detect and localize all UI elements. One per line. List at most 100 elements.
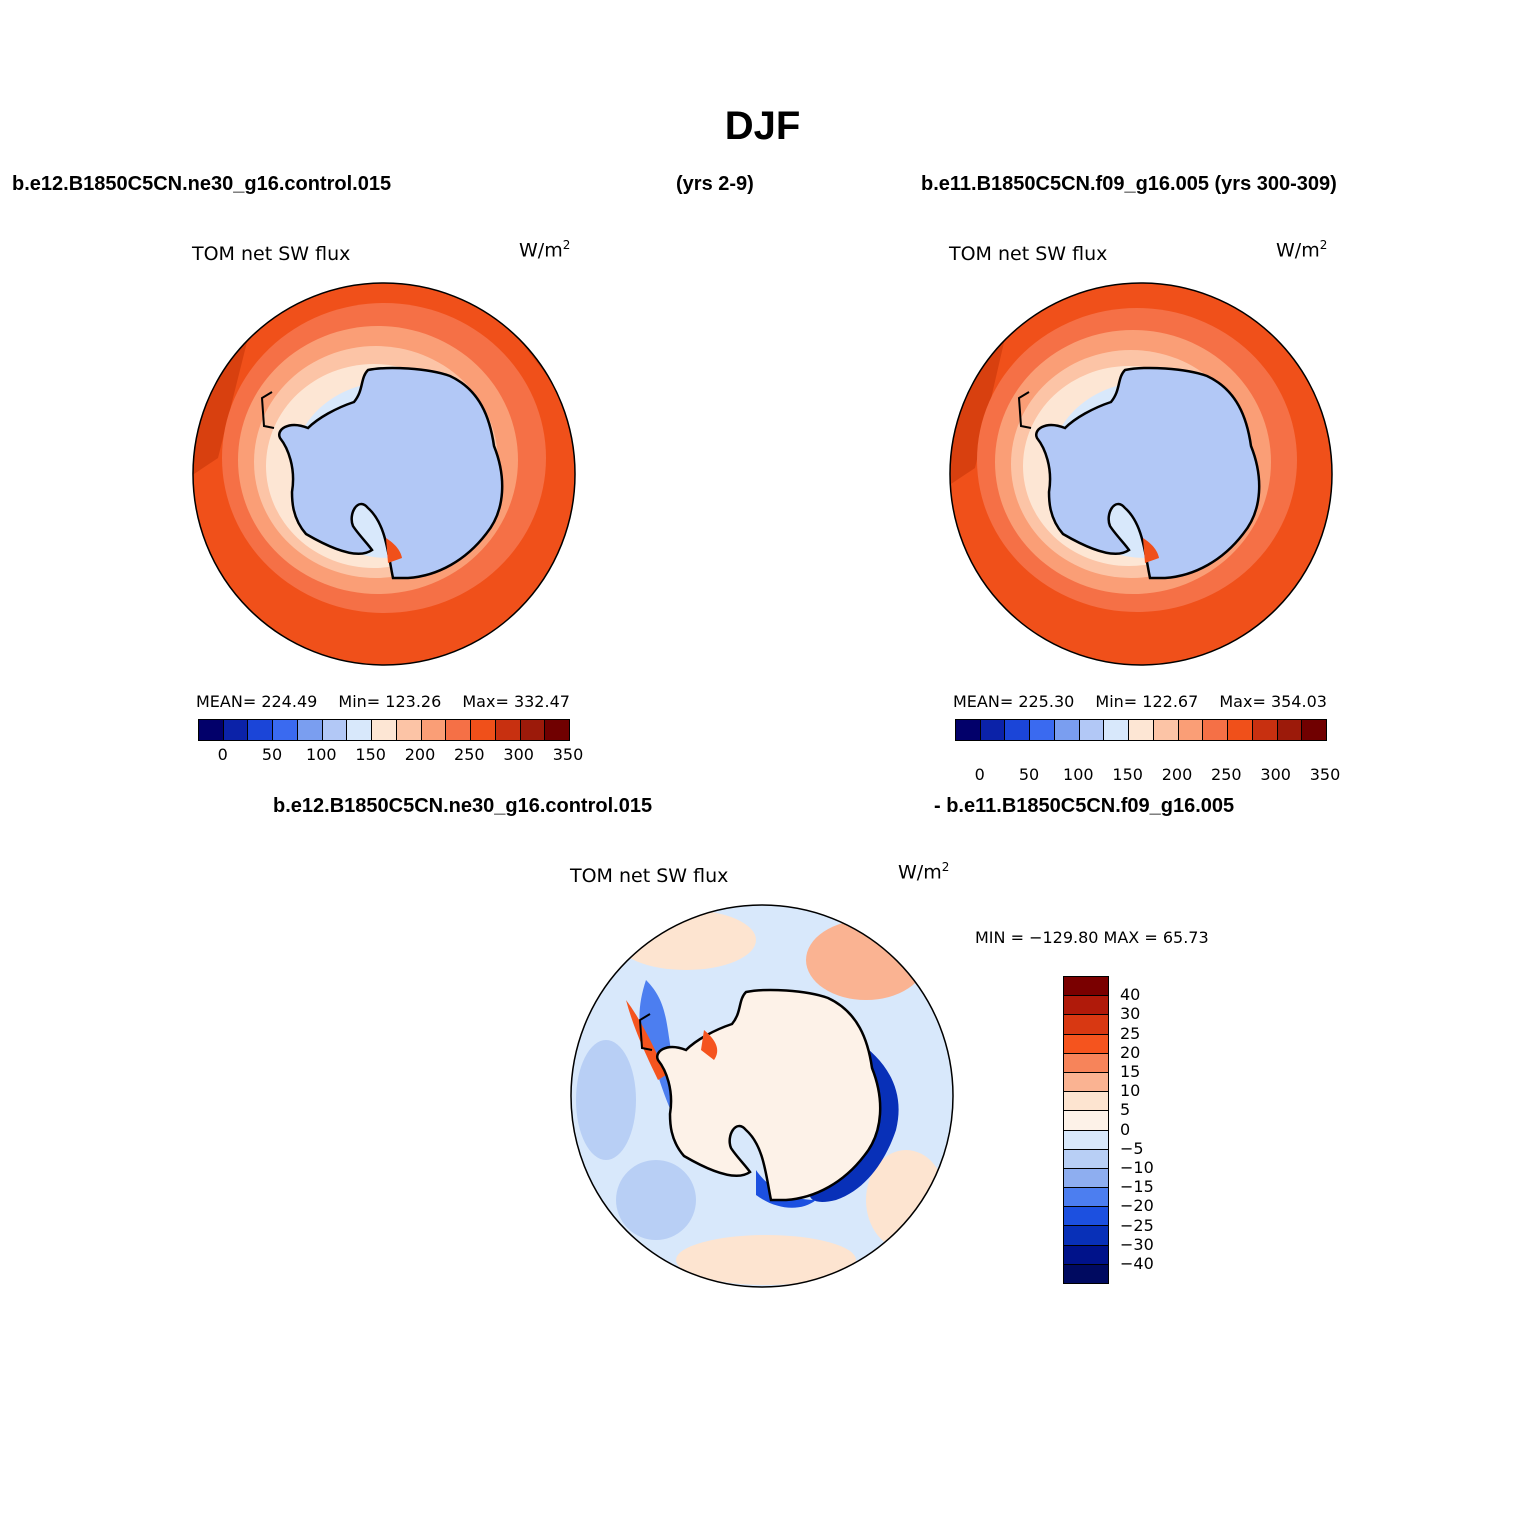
colorbar-tick-label: 30 <box>1120 1004 1141 1024</box>
panel2-mean: MEAN= 225.30 <box>953 692 1075 711</box>
colorbar-box-5 <box>1079 720 1105 740</box>
colorbar-tick-label: 5 <box>1120 1100 1131 1120</box>
colorbar-tick-label: 100 <box>306 745 337 764</box>
diff-field-title: TOM net SW flux <box>570 865 729 887</box>
panel1-max: Max= 332.47 <box>462 692 570 711</box>
colorbar-box-5 <box>322 720 348 740</box>
panel2-field-title: TOM net SW flux <box>949 243 1108 265</box>
colorbar-box-1 <box>980 720 1006 740</box>
left-years-label: (yrs 2-9) <box>676 173 754 195</box>
panel2-min: Min= 122.67 <box>1095 692 1199 711</box>
colorbar-box-5 <box>1064 1072 1108 1093</box>
colorbar-box-2 <box>1005 720 1031 740</box>
colorbar-box-12 <box>1064 1207 1108 1227</box>
colorbar-box-0 <box>199 720 224 740</box>
panel1-units: W/m2 <box>519 238 571 262</box>
colorbar-box-2 <box>248 720 274 740</box>
colorbar-tick-label: −10 <box>1120 1158 1154 1177</box>
colorbar-box-7 <box>1129 720 1154 740</box>
map-border <box>192 282 576 666</box>
colorbar-tick-label: 250 <box>454 745 485 764</box>
diff-left-label: b.e12.B1850C5CN.ne30_g16.control.015 <box>273 795 653 817</box>
antarctica-landmass <box>278 366 504 580</box>
colorbar-tick-label: −5 <box>1120 1138 1144 1158</box>
panel1-mean: MEAN= 224.49 <box>196 692 318 711</box>
colorbar-box-0 <box>1064 977 1108 997</box>
diff-units: W/m2 <box>898 860 950 884</box>
panel1-min: Min= 123.26 <box>338 692 442 711</box>
colorbar-tick-label: 150 <box>1112 765 1143 784</box>
colorbar-box-3 <box>1064 1034 1108 1054</box>
colorbar-box-9 <box>421 720 447 740</box>
right-run-label: b.e11.B1850C5CN.f09_g16.005 (yrs 300-309… <box>921 173 1337 195</box>
colorbar-box-13 <box>1064 1226 1108 1246</box>
panel1-polar-map <box>192 282 576 666</box>
colorbar-box-15 <box>1064 1264 1108 1283</box>
colorbar-box-10 <box>1203 720 1229 740</box>
colorbar-box-12 <box>495 720 521 740</box>
colorbar-tick-label: 300 <box>1260 765 1291 784</box>
colorbar-tick-label: 150 <box>355 745 386 764</box>
colorbar-box-3 <box>1030 720 1055 740</box>
left-run-label: b.e12.B1850C5CN.ne30_g16.control.015 <box>12 173 392 195</box>
colorbar-box-9 <box>1064 1149 1108 1169</box>
colorbar-box-13 <box>1277 720 1303 740</box>
colorbar-box-9 <box>1178 720 1204 740</box>
colorbar-box-7 <box>372 720 397 740</box>
colorbar-box-2 <box>1064 1015 1108 1035</box>
colorbar-box-7 <box>1064 1111 1108 1131</box>
colorbar-tick-label: 10 <box>1120 1081 1141 1101</box>
colorbar-tick-label: 200 <box>1161 765 1193 784</box>
colorbar-box-0 <box>956 720 981 740</box>
colorbar-tick-label: 20 <box>1120 1042 1141 1062</box>
antarctica-landmass <box>1035 366 1261 580</box>
colorbar-box-13 <box>520 720 546 740</box>
diff-colorbar <box>1063 976 1109 1284</box>
colorbar-box-6 <box>347 720 373 740</box>
colorbar-tick-label: 250 <box>1211 765 1242 784</box>
colorbar-box-6 <box>1104 720 1130 740</box>
colorbar-box-4 <box>1054 720 1080 740</box>
panel2-max: Max= 354.03 <box>1219 692 1327 711</box>
colorbar-tick-label: 100 <box>1063 765 1094 784</box>
colorbar-box-6 <box>1064 1092 1108 1112</box>
panel1-field-title: TOM net SW flux <box>192 243 351 265</box>
colorbar-tick-label: 350 <box>1309 765 1341 784</box>
panel2-stats: MEAN= 225.30 Min= 122.67 Max= 354.03 <box>953 692 1343 711</box>
colorbar-tick-label: 25 <box>1120 1023 1141 1043</box>
colorbar-box-14 <box>545 720 570 740</box>
colorbar-box-1 <box>223 720 249 740</box>
panel2-colorbar <box>955 719 1327 741</box>
colorbar-box-11 <box>471 720 496 740</box>
colorbar-box-14 <box>1064 1245 1108 1265</box>
colorbar-box-12 <box>1252 720 1278 740</box>
panel2-colorbar-ticks: 0 50 100 150 200 250 300 350 <box>955 765 1341 785</box>
figure-title: DJF <box>724 104 801 148</box>
colorbar-tick-label: 200 <box>404 745 436 764</box>
colorbar-box-11 <box>1064 1188 1108 1208</box>
colorbar-box-10 <box>446 720 472 740</box>
colorbar-tick-label: 300 <box>503 745 534 764</box>
colorbar-tick-label: −15 <box>1120 1177 1154 1197</box>
colorbar-box-11 <box>1228 720 1253 740</box>
colorbar-box-4 <box>297 720 323 740</box>
colorbar-tick-label: −40 <box>1120 1254 1154 1273</box>
map-border <box>570 904 954 1288</box>
map-border <box>949 282 1333 666</box>
colorbar-tick-label: 350 <box>552 745 584 764</box>
colorbar-box-8 <box>1064 1130 1108 1150</box>
colorbar-box-4 <box>1064 1053 1108 1073</box>
colorbar-box-8 <box>1153 720 1179 740</box>
colorbar-tick-label: 0 <box>1120 1119 1131 1139</box>
diff-polar-map <box>570 904 954 1288</box>
colorbar-tick-label: 0 <box>217 745 228 764</box>
panel1-stats: MEAN= 224.49 Min= 123.26 Max= 332.47 <box>196 692 586 711</box>
panel2-polar-map <box>949 282 1333 666</box>
colorbar-box-10 <box>1064 1168 1108 1189</box>
colorbar-box-3 <box>273 720 298 740</box>
colorbar-tick-label: 50 <box>261 745 283 764</box>
colorbar-tick-label: −25 <box>1120 1215 1154 1235</box>
diff-colorbar-ticks: 40 30 25 20 15 10 5 0 −5 −10 −15 −20 −25 −30 −40 <box>1120 976 1180 1286</box>
colorbar-tick-label: −20 <box>1120 1196 1154 1216</box>
colorbar-box-1 <box>1064 996 1108 1016</box>
